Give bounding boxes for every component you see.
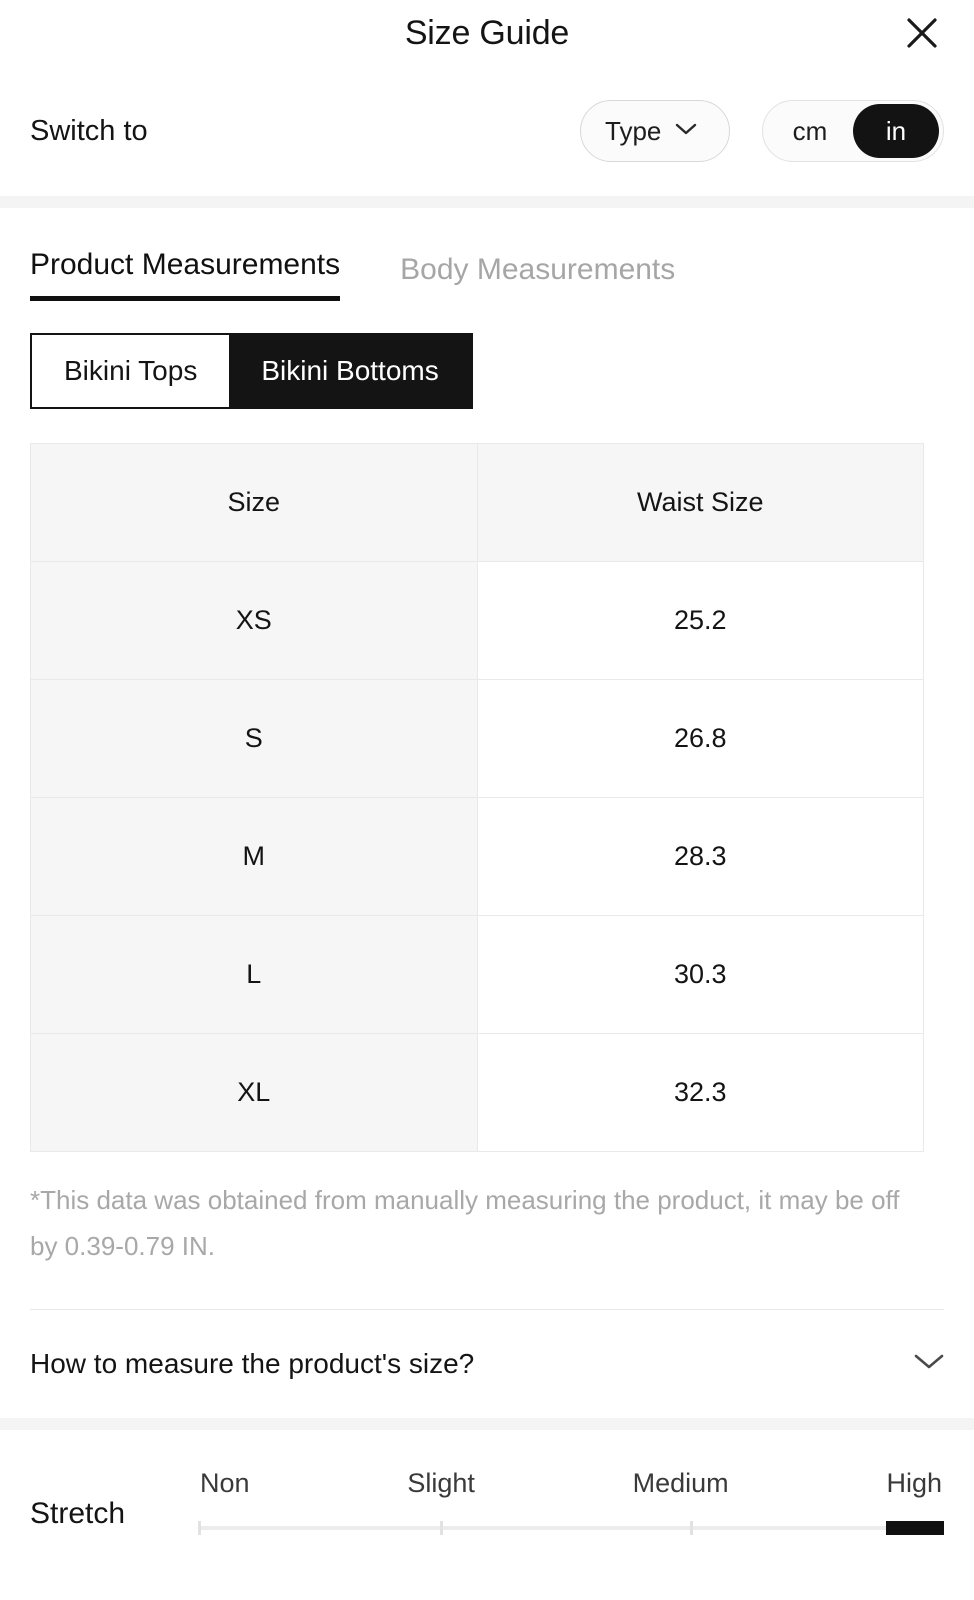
switch-to-label: Switch to <box>30 114 148 147</box>
stretch-label: Stretch <box>30 1497 126 1530</box>
section-divider <box>0 196 974 208</box>
cell-size: L <box>30 915 478 1034</box>
segment-bikini-tops[interactable]: Bikini Tops <box>32 335 230 407</box>
size-table: Size Waist Size XS 25.2 S 26.8 M 28.3 L … <box>30 443 924 1152</box>
stretch-track-line <box>198 1526 944 1530</box>
cell-waist: 26.8 <box>476 679 924 798</box>
how-to-measure-accordion[interactable]: How to measure the product's size? <box>30 1310 944 1418</box>
modal-header: Size Guide <box>0 0 974 66</box>
cell-size: XL <box>30 1033 478 1152</box>
tab-product-measurements[interactable]: Product Measurements <box>30 248 341 301</box>
chevron-down-icon[interactable] <box>914 1353 944 1376</box>
stretch-tick-slight <box>440 1521 444 1535</box>
stretch-scale-labels: Non Slight Medium High <box>198 1468 944 1499</box>
stretch-level-high: High <box>886 1468 942 1498</box>
cell-waist: 25.2 <box>476 561 924 680</box>
unit-option-cm[interactable]: cm <box>792 115 828 146</box>
stretch-level-medium: Medium <box>632 1468 729 1498</box>
chevron-down-icon <box>675 122 697 141</box>
type-select[interactable]: Type <box>580 100 730 162</box>
divider-line <box>30 1309 944 1310</box>
type-select-label: Type <box>605 115 662 146</box>
measurement-tabs: Product Measurements Body Measurements <box>0 208 974 301</box>
cell-waist: 30.3 <box>476 915 924 1034</box>
cell-size: S <box>30 679 478 798</box>
measurement-disclaimer: *This data was obtained from manually me… <box>30 1185 900 1261</box>
stretch-section: Stretch Non Slight Medium High <box>0 1418 974 1535</box>
stretch-tick-medium <box>690 1521 694 1535</box>
table-header-row: Size Waist Size <box>30 443 924 562</box>
accordion-label: How to measure the product's size? <box>30 1348 475 1379</box>
cell-size: M <box>30 797 478 916</box>
unit-option-in[interactable]: in <box>853 104 939 158</box>
table-row: S 26.8 <box>30 679 924 798</box>
stretch-scale[interactable]: Non Slight Medium High <box>198 1464 944 1535</box>
cell-waist: 32.3 <box>476 1033 924 1152</box>
switch-controls: Type cm in <box>580 100 944 162</box>
column-header-waist-size: Waist Size <box>476 443 924 562</box>
table-row: L 30.3 <box>30 915 924 1034</box>
stretch-track <box>198 1521 944 1535</box>
table-row: M 28.3 <box>30 797 924 916</box>
tab-body-measurements[interactable]: Body Measurements <box>400 253 676 286</box>
close-icon[interactable] <box>900 11 944 55</box>
category-segmented-control: Bikini Tops Bikini Bottoms <box>30 333 473 409</box>
stretch-fill-high <box>886 1521 944 1535</box>
stretch-level-non: Non <box>200 1468 250 1498</box>
cell-size: XS <box>30 561 478 680</box>
table-row: XL 32.3 <box>30 1033 924 1152</box>
table-row: XS 25.2 <box>30 561 924 680</box>
unit-toggle[interactable]: cm in <box>762 100 944 162</box>
cell-waist: 28.3 <box>476 797 924 916</box>
switch-to-row: Switch to Type cm in <box>0 66 974 196</box>
page-title: Size Guide <box>404 13 570 52</box>
stretch-level-slight: Slight <box>407 1468 475 1498</box>
segment-bikini-bottoms[interactable]: Bikini Bottoms <box>229 335 471 407</box>
column-header-size: Size <box>30 443 478 562</box>
stretch-tick-non <box>198 1521 201 1535</box>
